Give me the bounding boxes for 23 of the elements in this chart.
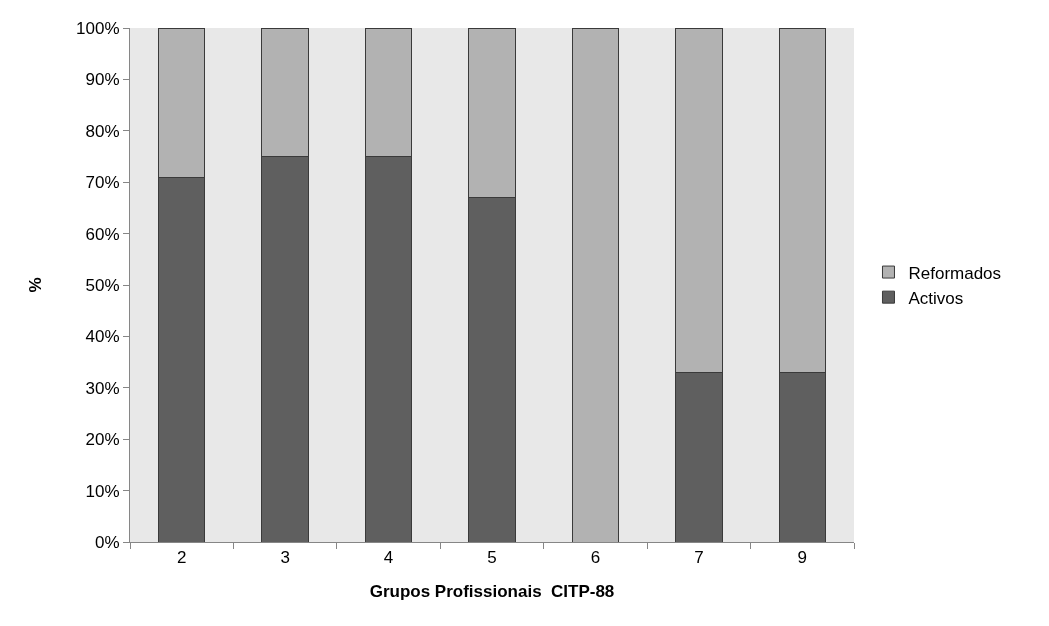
y-tick-label: 80% bbox=[85, 121, 120, 141]
y-tick-label: 30% bbox=[85, 378, 120, 398]
x-tick-label: 7 bbox=[694, 548, 704, 568]
x-tick-label: 9 bbox=[797, 548, 808, 568]
legend-label: Reformados bbox=[908, 263, 1002, 283]
y-axis-title: % bbox=[25, 277, 45, 293]
x-tick-label: 5 bbox=[487, 548, 497, 568]
y-tick-label: 70% bbox=[85, 173, 120, 193]
x-tick-label: 4 bbox=[383, 548, 394, 568]
y-tick-label: 0% bbox=[95, 532, 120, 552]
bar bbox=[571, 28, 620, 542]
x-tick-label: 2 bbox=[176, 548, 187, 568]
x-tick-label: 3 bbox=[280, 548, 290, 568]
y-tick-label: 40% bbox=[85, 327, 120, 347]
y-tick-label: 100% bbox=[76, 18, 120, 38]
y-tick-label: 20% bbox=[85, 430, 120, 450]
legend-label: Activos bbox=[908, 288, 964, 308]
y-tick-label: 60% bbox=[85, 224, 120, 244]
y-tick-label: 90% bbox=[85, 70, 120, 90]
y-tick-label: 10% bbox=[85, 481, 120, 501]
x-axis-title: Grupos Profissionais CITP-88 bbox=[369, 581, 615, 601]
y-tick-label: 50% bbox=[85, 275, 120, 295]
x-tick-label: 6 bbox=[590, 548, 601, 568]
